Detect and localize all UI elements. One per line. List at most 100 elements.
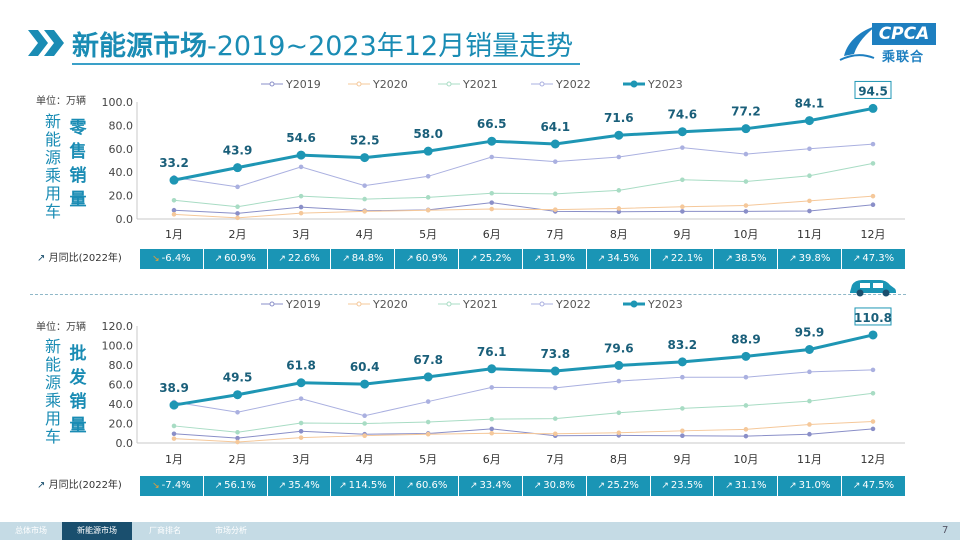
series-line-Y2021 xyxy=(173,162,874,208)
data-point xyxy=(870,193,876,199)
trend-up-icon: ↗ xyxy=(597,481,606,491)
data-label: 95.9 xyxy=(795,325,825,339)
data-label: 43.9 xyxy=(223,144,253,158)
y-tick-label: 20.0 xyxy=(109,190,134,203)
data-point xyxy=(677,127,687,137)
data-point xyxy=(743,151,749,157)
y-tick-label: 120.0 xyxy=(102,320,134,333)
yoy-cell: ↗ 38.5% xyxy=(714,249,779,269)
footer-tab-nev[interactable]: 新能源市场 xyxy=(62,522,132,540)
data-point xyxy=(298,204,304,210)
yoy-cell: ↗ 34.5% xyxy=(587,249,651,269)
data-point xyxy=(423,372,433,382)
page-title-sub: -2019~2023年12月销量走势 xyxy=(207,31,574,62)
x-tick-label: 11月 xyxy=(797,228,822,241)
yoy-value: 47.5% xyxy=(862,480,895,491)
data-point xyxy=(741,351,751,361)
data-label: 49.5 xyxy=(223,371,253,385)
data-label: 64.1 xyxy=(540,120,570,134)
data-point xyxy=(362,209,367,214)
legend-label: Y2020 xyxy=(372,78,408,91)
footer-tab-ranking[interactable]: 厂商排名 xyxy=(149,526,181,535)
trend-up-icon: ↗ xyxy=(789,481,797,491)
data-point xyxy=(807,208,812,214)
x-tick-label: 10月 xyxy=(733,228,758,241)
title-underline xyxy=(72,63,580,65)
x-tick-label: 11月 xyxy=(797,453,822,466)
data-point xyxy=(235,215,240,221)
data-point xyxy=(298,420,304,426)
yoy-cell: ↗ 31.0% xyxy=(778,476,843,496)
x-tick-label: 12月 xyxy=(861,228,886,241)
page-title-main: 新能源市场 xyxy=(72,31,207,62)
data-point xyxy=(489,154,495,160)
y-tick-label: 60.0 xyxy=(109,143,134,156)
x-tick-label: 2月 xyxy=(229,228,247,241)
yoy-value: 33.4% xyxy=(479,480,512,491)
y-tick-label: 100.0 xyxy=(102,96,134,109)
side-char: 发 xyxy=(69,368,87,388)
legend-marker xyxy=(446,301,452,307)
yoy-value: 84.8% xyxy=(351,253,384,264)
data-label: 88.9 xyxy=(731,332,761,346)
data-point xyxy=(425,195,431,200)
data-point xyxy=(680,209,685,214)
yoy-strip: ↗ 月同比(2022年) ↘ -6.4% ↗ 60.9% ↗ 22.6% ↗ 84.8% ↗ 60… xyxy=(37,249,905,269)
data-label: 61.8 xyxy=(286,359,316,373)
y-tick-label: 40.0 xyxy=(109,166,134,179)
yoy-cell: ↗ 22.6% xyxy=(268,249,332,269)
trend-up-icon: ↗ xyxy=(342,254,350,264)
data-point xyxy=(616,378,622,384)
data-label: 74.6 xyxy=(668,108,698,122)
y-tick-label: 80.0 xyxy=(109,359,134,372)
legend-marker xyxy=(446,81,452,87)
data-point xyxy=(298,396,304,401)
data-point xyxy=(487,136,497,146)
data-label: 79.6 xyxy=(604,341,634,355)
data-point xyxy=(616,154,622,160)
data-point xyxy=(616,410,622,416)
legend-marker xyxy=(630,80,638,88)
yoy-cell: ↗ 39.8% xyxy=(778,249,843,269)
trend-up-icon: ↗ xyxy=(852,481,861,491)
unit-label: 单位：万辆 xyxy=(36,322,86,333)
data-point xyxy=(360,379,370,389)
data-point xyxy=(362,433,367,438)
side-char: 乘 xyxy=(44,166,61,185)
data-point xyxy=(298,429,304,434)
footer-tab-analysis[interactable]: 市场分析 xyxy=(215,526,247,535)
trend-up-icon: ↗ xyxy=(214,254,223,264)
yoy-value: 25.2% xyxy=(479,253,512,264)
data-point xyxy=(489,426,495,432)
x-tick-label: 7月 xyxy=(546,228,564,241)
data-point xyxy=(743,433,749,439)
data-point xyxy=(362,413,367,419)
data-label: 33.2 xyxy=(159,156,189,170)
data-point xyxy=(614,360,624,370)
footer-tab-overall[interactable]: 总体市场 xyxy=(15,526,47,535)
logo-cn-text: 乘联合 xyxy=(882,50,925,65)
data-point xyxy=(616,430,622,436)
trend-up-icon: ↗ xyxy=(406,481,414,491)
data-point xyxy=(804,116,814,126)
side-char: 乘 xyxy=(44,391,61,410)
data-label: 54.6 xyxy=(286,131,316,145)
yoy-value: 34.5% xyxy=(607,253,639,264)
data-point xyxy=(743,374,749,380)
data-point xyxy=(425,173,431,179)
data-point xyxy=(169,400,179,410)
series-line-Y2020 xyxy=(173,421,874,443)
yoy-value: -7.4% xyxy=(161,480,191,491)
x-tick-label: 6月 xyxy=(483,228,501,241)
side-char: 用 xyxy=(44,184,61,203)
side-char: 量 xyxy=(69,416,87,436)
data-point xyxy=(298,164,304,170)
data-point xyxy=(807,422,812,427)
data-point xyxy=(550,366,560,376)
side-char: 量 xyxy=(69,190,87,210)
legend-label: Y2019 xyxy=(285,78,321,91)
data-point xyxy=(807,369,812,375)
data-point xyxy=(235,435,240,441)
yoy-cell: ↗ 35.4% xyxy=(268,476,332,496)
series-line-Y2022 xyxy=(173,143,874,188)
